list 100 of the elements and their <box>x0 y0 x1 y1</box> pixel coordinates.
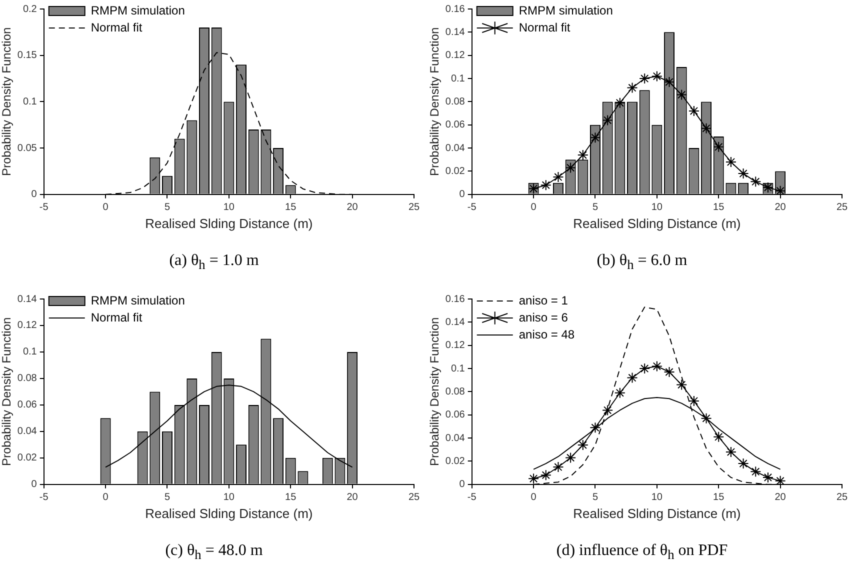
point <box>626 372 638 384</box>
legend-label: RMPM simulation <box>518 3 613 18</box>
y-axis-title: Probability Density Function <box>0 27 14 176</box>
point <box>639 363 650 374</box>
y-tick-label: 0.1 <box>450 363 466 374</box>
point <box>590 132 601 144</box>
legend-label: Normal fit <box>90 310 143 324</box>
point <box>565 162 576 174</box>
x-tick-label: 10 <box>651 202 663 214</box>
point <box>688 395 700 406</box>
point <box>639 73 650 84</box>
x-tick-label: 25 <box>836 492 848 504</box>
y-tick-label: 0.14 <box>17 294 38 305</box>
point <box>552 462 564 473</box>
y-tick-label: 0.04 <box>17 426 38 438</box>
x-axis-title: Realised Slding Distance (m) <box>573 216 741 231</box>
x-tick-label: 5 <box>592 202 598 214</box>
point <box>614 387 626 398</box>
x-tick-label: 0 <box>530 492 537 504</box>
point <box>700 412 712 424</box>
x-tick-label: -5 <box>39 492 49 504</box>
x-tick-label: 0 <box>102 202 109 214</box>
x-tick-label: 15 <box>285 202 297 214</box>
x-axis-title: Realised Slding Distance (m) <box>145 506 313 521</box>
x-axis-title: Realised Slding Distance (m) <box>573 506 741 521</box>
x-tick-label: -5 <box>467 492 477 504</box>
x-tick-label: 25 <box>408 492 420 504</box>
y-tick-label: 0 <box>31 479 38 490</box>
x-tick-label: 10 <box>223 492 235 504</box>
legend-label: aniso = 1 <box>518 293 568 308</box>
point <box>738 168 749 180</box>
x-tick-label: 10 <box>651 492 663 504</box>
y-tick-label: 0.12 <box>445 50 466 62</box>
y-tick-label: 0 <box>459 479 466 490</box>
point <box>713 141 724 152</box>
y-tick-label: 0.02 <box>17 452 38 464</box>
legend-label: RMPM simulation <box>90 3 185 18</box>
x-tick-label: -5 <box>467 202 477 214</box>
y-tick-label: 0.1 <box>22 96 38 108</box>
point <box>725 156 736 168</box>
legend-label: Normal fit <box>90 20 143 34</box>
y-tick-label: 0.1 <box>450 73 466 84</box>
x-tick-label: 25 <box>836 202 848 214</box>
point <box>577 150 588 161</box>
point <box>725 446 736 458</box>
text: (b) θ$_{h}$ = 6.0 m <box>596 252 688 274</box>
y-tick-label: 0.04 <box>445 142 466 154</box>
point <box>565 452 576 464</box>
x-tick-label: 20 <box>346 492 358 504</box>
x-tick-label: 15 <box>285 492 297 504</box>
point <box>676 89 688 100</box>
y-tick-label: 0.05 <box>17 142 38 154</box>
legend-label: RMPM simulation <box>90 293 185 308</box>
point <box>774 185 786 194</box>
point <box>750 176 762 188</box>
x-tick-label: -5 <box>39 202 49 214</box>
x-tick-label: 0 <box>102 492 109 504</box>
y-tick-label: 0.08 <box>17 373 38 384</box>
x-tick-label: 5 <box>164 202 170 214</box>
x-tick-label: 25 <box>408 202 420 214</box>
x-tick-label: 15 <box>713 492 725 504</box>
point <box>664 76 675 88</box>
y-tick-label: 0.06 <box>17 400 38 411</box>
point <box>602 404 614 416</box>
point <box>651 70 662 82</box>
y-tick-label: 0.02 <box>445 166 466 177</box>
point <box>590 422 601 434</box>
y-tick-label: 0.15 <box>17 50 38 62</box>
point <box>750 466 762 478</box>
y-tick-label: 0.14 <box>445 316 466 328</box>
x-tick-label: 5 <box>164 492 170 504</box>
y-axis-title: Probability Density Function <box>428 317 442 466</box>
point <box>626 82 638 94</box>
point <box>774 475 786 484</box>
y-axis-title: Probability Density Function <box>0 317 14 466</box>
y-tick-label: 0.16 <box>445 4 466 15</box>
point <box>738 458 749 470</box>
point <box>540 470 552 481</box>
point <box>577 440 588 451</box>
text: (c) θ$_{h}$ = 48.0 m <box>164 542 264 564</box>
x-tick-label: 10 <box>223 202 235 214</box>
y-tick-label: 0.14 <box>445 26 466 38</box>
legend-label: aniso = 6 <box>518 310 568 324</box>
y-tick-label: 0 <box>31 189 38 200</box>
y-tick-label: 0.1 <box>22 346 38 358</box>
text: (d) influence of θ$_{h}$ on PDF <box>555 542 729 564</box>
point <box>664 366 675 378</box>
y-tick-label: 0.06 <box>445 120 466 131</box>
y-tick-label: 0.12 <box>445 340 466 352</box>
point <box>762 472 774 483</box>
point <box>602 114 614 126</box>
x-tick-label: 20 <box>774 202 786 214</box>
point <box>528 473 540 484</box>
text: (a) θ$_{h}$ = 1.0 m <box>168 252 260 274</box>
legend-label: aniso = 48 <box>518 327 575 342</box>
y-tick-label: 0.08 <box>445 386 466 398</box>
y-tick-label: 0.2 <box>22 4 38 15</box>
x-tick-label: 0 <box>530 202 537 214</box>
x-axis-title: Realised Slding Distance (m) <box>145 216 313 231</box>
point <box>614 97 626 108</box>
